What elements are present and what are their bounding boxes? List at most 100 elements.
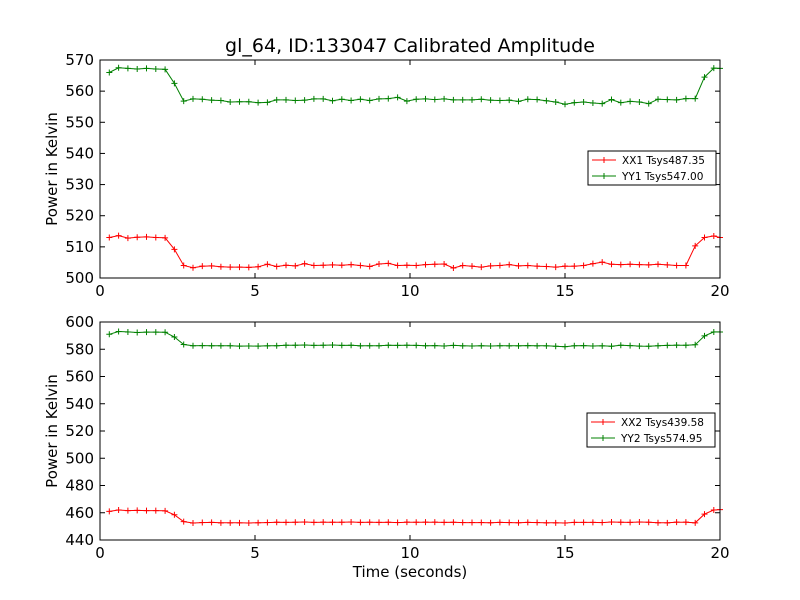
data-point xyxy=(655,261,661,268)
data-point xyxy=(599,342,606,349)
data-point xyxy=(524,262,531,269)
data-point xyxy=(208,97,215,104)
data-point xyxy=(478,342,485,349)
data-point xyxy=(682,95,689,102)
data-point xyxy=(450,96,457,103)
data-point xyxy=(682,262,689,269)
data-point xyxy=(664,342,671,349)
data-point xyxy=(348,342,355,349)
data-point xyxy=(403,519,410,526)
data-point xyxy=(534,342,541,349)
data-point xyxy=(403,342,410,349)
data-point xyxy=(394,262,401,269)
data-point xyxy=(162,507,169,514)
data-point xyxy=(152,329,159,336)
data-point xyxy=(599,100,606,107)
data-point xyxy=(245,98,252,105)
data-point xyxy=(636,343,643,350)
data-point xyxy=(320,342,327,349)
x-tick-label: 15 xyxy=(555,282,574,300)
legend-marker xyxy=(601,173,607,179)
data-point xyxy=(376,95,382,102)
figure-title: gl_64, ID:133047 Calibrated Amplitude xyxy=(225,35,595,57)
x-tick-label: 10 xyxy=(400,544,419,562)
data-point xyxy=(385,519,392,526)
y-tick-label: 480 xyxy=(65,477,94,495)
data-point xyxy=(562,343,568,350)
y-tick-label: 560 xyxy=(65,368,94,386)
data-point xyxy=(487,262,494,269)
data-point xyxy=(171,246,178,253)
data-point xyxy=(608,96,615,103)
data-point xyxy=(589,260,596,267)
data-point xyxy=(608,343,615,350)
legend-marker xyxy=(600,419,606,425)
data-point xyxy=(422,519,429,526)
data-point xyxy=(152,507,159,514)
data-point xyxy=(329,519,336,526)
y-tick-label: 580 xyxy=(65,340,94,358)
data-point xyxy=(385,95,392,102)
data-point xyxy=(245,519,252,526)
data-point xyxy=(515,98,522,105)
data-point xyxy=(599,519,606,526)
data-point xyxy=(478,519,485,526)
data-point xyxy=(236,98,243,105)
data-point xyxy=(469,263,475,270)
data-point xyxy=(310,95,317,102)
data-point xyxy=(617,261,624,268)
data-point xyxy=(208,519,215,526)
data-point xyxy=(106,234,113,241)
data-point xyxy=(124,328,131,335)
chart-2: 0 5 10 15 20 440 460 480 500 520 540 560 580 600 Power… xyxy=(43,313,730,581)
data-point xyxy=(124,507,131,514)
data-point xyxy=(208,262,215,269)
data-point xyxy=(338,96,345,103)
legend-box xyxy=(586,412,716,448)
data-point xyxy=(217,97,224,104)
data-point xyxy=(245,342,252,349)
data-point xyxy=(506,342,513,349)
legend-entry: XX1 Tsys487.35 xyxy=(622,155,705,167)
data-point xyxy=(348,261,355,268)
data-point xyxy=(273,519,280,526)
data-point xyxy=(506,97,513,104)
data-point xyxy=(580,342,587,349)
data-point xyxy=(143,65,150,72)
data-point xyxy=(655,519,661,526)
data-point xyxy=(552,343,559,350)
data-point xyxy=(115,328,122,335)
y-tick-label: 560 xyxy=(65,82,94,100)
data-point xyxy=(627,342,634,349)
data-point xyxy=(394,519,401,526)
series-line-1 xyxy=(109,509,721,524)
data-point xyxy=(227,264,234,271)
data-point xyxy=(552,264,559,271)
data-point xyxy=(413,96,420,103)
data-point xyxy=(394,94,401,101)
data-point xyxy=(190,519,196,526)
data-point xyxy=(515,519,522,526)
data-point xyxy=(292,262,299,269)
data-point xyxy=(627,519,634,526)
data-point xyxy=(283,519,289,526)
data-point xyxy=(469,342,475,349)
data-point xyxy=(301,342,308,349)
data-point xyxy=(645,343,652,350)
data-point xyxy=(143,507,150,514)
data-point xyxy=(366,263,373,270)
data-point xyxy=(496,519,503,526)
data-point xyxy=(422,95,429,102)
data-point xyxy=(357,342,364,349)
data-point xyxy=(580,99,587,106)
data-point xyxy=(134,507,141,514)
data-point xyxy=(255,519,262,526)
data-point xyxy=(524,96,531,103)
data-point xyxy=(292,342,299,349)
y-axis-label: Power in Kelvin xyxy=(43,112,61,226)
data-point xyxy=(236,519,243,526)
data-point xyxy=(143,329,150,336)
data-point xyxy=(217,342,224,349)
data-point xyxy=(329,261,336,268)
data-point xyxy=(487,519,494,526)
